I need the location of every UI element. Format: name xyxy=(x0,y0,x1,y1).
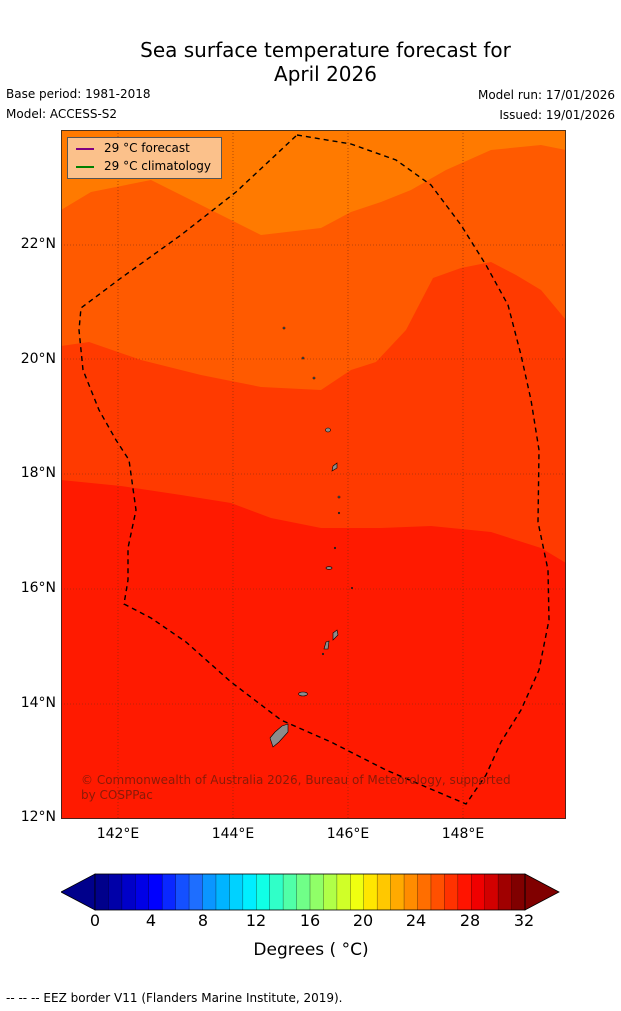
lon-label-148e: 148°E xyxy=(441,826,485,842)
colorbar-label: Degrees ( °C) xyxy=(253,940,369,960)
sst-map xyxy=(61,130,566,819)
colorbar-cell xyxy=(283,874,297,910)
colorbar-tick-16: 16 xyxy=(299,911,321,930)
colorbar-cell xyxy=(256,874,271,910)
colorbar-cell xyxy=(363,874,378,910)
lat-label-16n: 16°N xyxy=(20,580,56,596)
map-graticule xyxy=(61,130,566,819)
map-title-line1: Sea surface temperature forecast for xyxy=(140,38,511,62)
colorbar xyxy=(61,873,560,911)
lat-label-14n: 14°N xyxy=(20,695,56,711)
island-tinian xyxy=(323,640,330,650)
lat-label-12n: 12°N xyxy=(20,809,56,825)
island-saipan xyxy=(332,629,339,641)
colorbar-tick-24: 24 xyxy=(405,911,427,930)
island-farallon-de-pajaros xyxy=(282,326,286,330)
lon-label-146e: 146°E xyxy=(326,826,370,842)
island-aguijan xyxy=(321,652,325,656)
island-farallon-de-medinilla xyxy=(350,586,353,589)
colorbar-cell xyxy=(471,874,486,910)
colorbar-tick-12: 12 xyxy=(245,911,267,930)
colorbar-cell xyxy=(148,874,163,910)
island-alamagan xyxy=(337,495,341,499)
sst-band-28-29 xyxy=(61,480,566,819)
colorbar-cell xyxy=(202,874,217,910)
colorbar-cell xyxy=(444,874,459,910)
island-maug xyxy=(301,356,305,360)
copyright-line1: © Commonwealth of Australia 2026, Bureau… xyxy=(81,773,511,787)
island-asuncion xyxy=(312,376,316,380)
lon-label-142e: 142°E xyxy=(96,826,140,842)
lat-label-22n: 22°N xyxy=(20,236,56,252)
colorbar-cell xyxy=(404,874,418,910)
colorbar-cell xyxy=(390,874,405,910)
colorbar-cell xyxy=(269,874,284,910)
lat-label-18n: 18°N xyxy=(20,465,56,481)
map-title-line2: April 2026 xyxy=(274,62,377,86)
colorbar-cell xyxy=(135,874,150,910)
colorbar-cell xyxy=(121,874,136,910)
legend-climatology: 29 °C climatology xyxy=(76,159,211,173)
colorbar-cell xyxy=(498,874,512,910)
colorbar-cell xyxy=(484,874,499,910)
colorbar-cell xyxy=(336,874,351,910)
islands xyxy=(269,326,353,748)
colorbar-cells xyxy=(95,874,526,910)
colorbar-tick-8: 8 xyxy=(197,911,209,930)
island-anatahan xyxy=(325,566,333,570)
legend-climatology-swatch xyxy=(76,165,94,168)
colorbar-tick-0: 0 xyxy=(89,911,101,930)
colorbar-cell xyxy=(430,874,445,910)
colorbar-cell xyxy=(215,874,230,910)
colorbar-max-arrow xyxy=(524,873,560,911)
legend-climatology-label: 29 °C climatology xyxy=(104,159,212,173)
eez-footnote: -- -- -- EEZ border V11 (Flanders Marine… xyxy=(6,991,343,1005)
colorbar-cell xyxy=(377,874,392,910)
colorbar-cell xyxy=(310,874,324,910)
legend-forecast-swatch xyxy=(76,147,94,150)
issued-date: Issued: 19/01/2026 xyxy=(499,108,615,122)
island-sarigan xyxy=(333,546,337,550)
colorbar-cell xyxy=(417,874,432,910)
colorbar-cell xyxy=(162,874,177,910)
colorbar-min-arrow xyxy=(61,873,96,911)
legend-forecast-label: 29 °C forecast xyxy=(104,141,190,155)
colorbar-cell xyxy=(457,874,472,910)
colorbar-tick-32: 32 xyxy=(513,911,535,930)
map-legend: 29 °C forecast 29 °C climatology xyxy=(67,137,222,179)
colorbar-tick-20: 20 xyxy=(352,911,374,930)
colorbar-tick-4: 4 xyxy=(145,911,157,930)
island-guguan xyxy=(337,511,341,515)
colorbar-cell xyxy=(350,874,365,910)
colorbar-cell xyxy=(175,874,190,910)
colorbar-cell xyxy=(108,874,123,910)
island-pagan xyxy=(331,462,338,472)
lon-label-144e: 144°E xyxy=(211,826,255,842)
base-period: Base period: 1981-2018 xyxy=(6,87,151,101)
island-guam xyxy=(269,723,289,748)
colorbar-cell xyxy=(323,874,338,910)
model-name: Model: ACCESS-S2 xyxy=(6,107,118,121)
model-run: Model run: 17/01/2026 xyxy=(477,88,615,102)
lat-label-20n: 20°N xyxy=(20,351,56,367)
island-agrihan xyxy=(325,427,331,433)
colorbar-cell xyxy=(229,874,244,910)
copyright-line2: by COSPPac xyxy=(81,788,153,802)
colorbar-cell xyxy=(296,874,311,910)
colorbar-cell xyxy=(511,874,526,910)
colorbar-cell xyxy=(242,874,257,910)
colorbar-cell xyxy=(189,874,203,910)
eez-border xyxy=(78,134,550,805)
legend-forecast: 29 °C forecast xyxy=(76,141,190,155)
colorbar-cell xyxy=(95,874,109,910)
island-rota xyxy=(298,691,308,697)
colorbar-tick-28: 28 xyxy=(459,911,481,930)
